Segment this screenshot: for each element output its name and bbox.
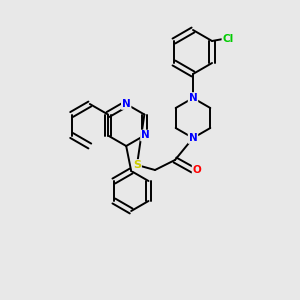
Text: N: N: [122, 99, 130, 109]
Text: Cl: Cl: [222, 34, 234, 44]
Text: O: O: [193, 165, 201, 175]
Text: N: N: [189, 93, 197, 103]
Text: N: N: [189, 133, 197, 143]
Text: S: S: [133, 160, 141, 170]
Text: N: N: [141, 130, 150, 140]
